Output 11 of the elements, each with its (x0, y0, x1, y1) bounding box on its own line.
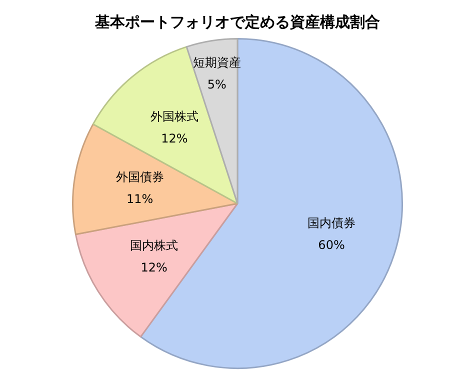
slice-label: 国内株式 (130, 238, 178, 253)
slice-label: 外国債券 (116, 170, 164, 184)
data-label: 60% (318, 238, 345, 252)
slice-label: 外国株式 (150, 109, 198, 124)
slice-label: 国内債券 (308, 216, 356, 230)
data-label: 5% (207, 77, 226, 92)
slice-label: 短期資産 (192, 55, 241, 70)
data-label: 12% (140, 260, 168, 275)
data-label: 12% (161, 131, 188, 146)
chart-title: 基本ポートフォリオで定める資産構成割合 (94, 12, 380, 31)
data-label: 11% (126, 192, 154, 206)
